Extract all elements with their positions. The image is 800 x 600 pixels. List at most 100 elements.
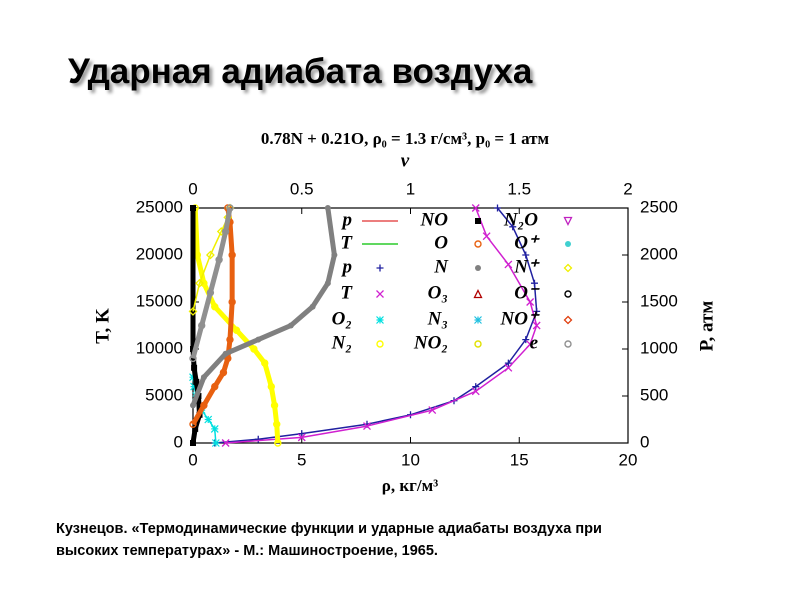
legend-label: N₂O — [503, 209, 538, 230]
y2-tick-label: 1500 — [640, 291, 678, 310]
data-point — [197, 321, 206, 330]
y-tick-label: 5000 — [145, 385, 183, 404]
y2-tick-label: 2500 — [640, 197, 678, 216]
data-point — [232, 326, 241, 334]
data-point — [297, 433, 306, 442]
data-point — [324, 280, 331, 287]
data-point — [471, 204, 480, 212]
data-point — [504, 363, 513, 372]
data-point — [530, 279, 538, 287]
data-point — [190, 440, 196, 446]
data-point — [309, 303, 316, 310]
legend-label: N₃ — [427, 308, 448, 329]
data-point — [250, 345, 258, 353]
series-curve — [192, 207, 281, 444]
legend-label: e — [530, 332, 539, 353]
data-point — [192, 425, 199, 432]
x-tick-label: 15 — [510, 450, 529, 469]
legend-label: O₂ — [332, 308, 352, 329]
legend-swatch — [563, 315, 573, 325]
y-tick-label: 20000 — [136, 244, 183, 263]
x-tick-label: 10 — [401, 450, 420, 469]
data-point — [204, 415, 213, 424]
chart: 0.78N + 0.21O, ρ₀ = 1.3 г/см³, p₀ = 1 ат… — [92, 129, 717, 495]
data-point — [195, 278, 204, 288]
y-tick-label: 10000 — [136, 338, 183, 357]
data-point — [188, 306, 198, 316]
legend-swatch — [376, 290, 384, 298]
data-point — [331, 252, 338, 258]
data-point — [226, 204, 234, 212]
slide-heading: Ударная адиабата воздуха — [68, 52, 533, 91]
data-point — [221, 227, 230, 236]
data-point — [270, 401, 279, 410]
data-point — [324, 205, 331, 211]
legend-swatch — [473, 289, 483, 299]
legend-label: NO₂ — [413, 332, 448, 353]
x-tick-label: 0 — [188, 450, 197, 469]
data-point — [210, 424, 219, 433]
legend-swatch — [474, 240, 482, 248]
data-point — [193, 378, 200, 385]
data-point — [211, 382, 219, 391]
x2-tick-label: 0 — [188, 179, 197, 198]
y2-tick-label: 0 — [640, 432, 649, 451]
caption-line: Кузнецов. «Термодинамические функции и у… — [56, 521, 602, 537]
data-point — [211, 439, 220, 447]
legend-label: NO — [420, 209, 449, 230]
y-tick-label: 0 — [174, 432, 183, 451]
legend-swatch — [474, 340, 482, 348]
legend-label: NO⁺ — [500, 308, 540, 329]
legend-swatch — [376, 340, 384, 348]
legend-label: O⁺ — [514, 232, 540, 253]
x-tick-label: 20 — [619, 450, 638, 469]
data-point — [211, 303, 219, 311]
series-curve — [190, 207, 235, 426]
legend-label: O⁻ — [514, 282, 540, 303]
plot-frame — [192, 207, 629, 444]
legend-swatch — [475, 265, 481, 271]
data-point — [494, 204, 501, 212]
data-point — [226, 335, 234, 344]
legend-label: O — [434, 232, 448, 253]
data-point — [526, 340, 535, 349]
data-point — [363, 422, 371, 431]
legend-swatch — [563, 216, 573, 226]
data-point — [522, 336, 530, 344]
x2-tick-label: 1.5 — [507, 179, 531, 198]
y2-tick-label: 1000 — [640, 338, 678, 357]
series-curve — [190, 207, 233, 360]
series-curve — [214, 207, 538, 444]
x2-tick-label: 0.5 — [290, 179, 314, 198]
y2-axis-label: P, атм — [696, 301, 717, 352]
legend-label: N — [433, 256, 449, 277]
y2-tick-label: 2000 — [640, 244, 678, 263]
data-point — [509, 223, 517, 231]
chart-title: 0.78N + 0.21O, ρ₀ = 1.3 г/см³, p₀ = 1 ат… — [261, 129, 550, 148]
data-point — [205, 250, 215, 260]
data-point — [533, 307, 541, 315]
data-point — [526, 298, 535, 306]
data-point — [472, 383, 480, 391]
data-point — [273, 420, 281, 428]
data-point — [189, 373, 197, 382]
data-point — [504, 260, 513, 269]
legend-swatch — [376, 316, 384, 324]
data-point — [215, 256, 223, 264]
data-point — [190, 402, 196, 409]
legend-label: T — [340, 232, 353, 253]
y-tick-label: 15000 — [136, 291, 183, 310]
data-point — [522, 251, 530, 259]
legend-swatch — [563, 263, 573, 273]
data-point — [189, 354, 197, 363]
data-point — [189, 420, 197, 428]
legend-swatch — [565, 241, 571, 247]
y-tick-label: 25000 — [136, 197, 183, 216]
data-point — [219, 368, 228, 377]
x-axis-label: ρ, кг/м³ — [382, 476, 439, 495]
data-point — [287, 322, 294, 329]
data-point — [267, 382, 275, 391]
data-point — [482, 232, 491, 241]
data-point — [471, 387, 480, 396]
